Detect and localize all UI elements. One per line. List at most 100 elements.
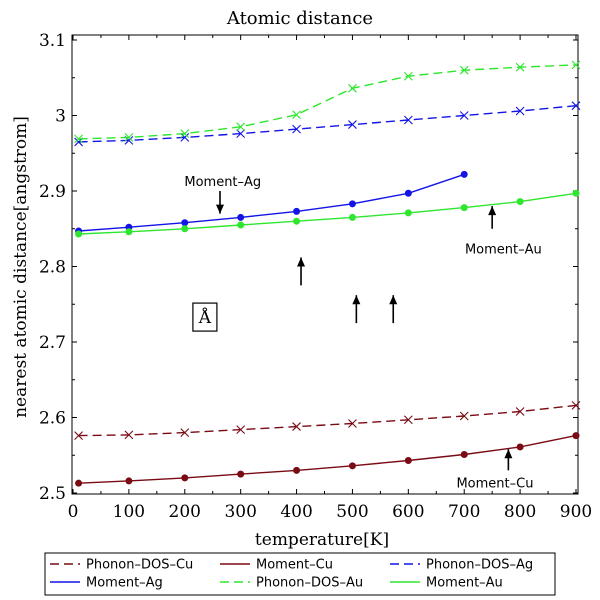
data-point [515, 407, 525, 416]
y-tick-label: 2.8 [39, 258, 66, 278]
legend-label: Phonon–DOS–Ag [426, 558, 533, 573]
y-tick-label: 2.7 [39, 333, 66, 353]
data-point [125, 228, 133, 236]
legend-label: Moment–Cu [256, 558, 333, 573]
arrow-head [215, 204, 224, 214]
data-point [293, 466, 301, 474]
data-point [459, 111, 469, 120]
data-point [181, 219, 189, 227]
x-tick-label: 500 [336, 502, 368, 522]
data-point [459, 65, 469, 75]
series-line [78, 192, 577, 235]
y-tick-label: 2.5 [39, 484, 66, 504]
data-point [124, 430, 134, 440]
data-point [460, 170, 468, 178]
chart-title: Atomic distance [226, 8, 373, 29]
data-point [403, 71, 413, 81]
x-axis-label: temperature[K] [255, 530, 389, 550]
series-layer [74, 60, 581, 487]
series-line [78, 105, 577, 143]
legend-label: Phonon–DOS–Cu [86, 558, 193, 573]
y-tick-label: 3.1 [39, 31, 66, 51]
annotations: Moment–Ag Moment–Au Moment–Cu Å [184, 175, 541, 491]
data-point [236, 129, 246, 139]
data-point [237, 221, 245, 229]
data-point [460, 204, 468, 212]
x-tick-label: 0 [68, 502, 79, 522]
data-point [404, 209, 412, 217]
data-point [237, 213, 245, 221]
data-point [292, 110, 301, 120]
data-point [75, 230, 83, 238]
data-point [348, 419, 357, 428]
data-point [515, 106, 525, 116]
legend-label: Moment–Au [426, 576, 503, 591]
annotation-label: Å [198, 307, 212, 328]
data-point [516, 443, 524, 451]
data-point [348, 200, 356, 208]
y-tick-label: 3 [55, 107, 66, 127]
data-point [571, 60, 581, 70]
annotation-label: Moment–Ag [184, 175, 261, 190]
arrow-head [504, 449, 513, 459]
series-line [78, 173, 465, 232]
data-point [572, 432, 580, 440]
arrow-head [389, 295, 398, 305]
data-point [293, 207, 301, 215]
legend-label: Moment–Ag [86, 576, 163, 591]
data-point [75, 479, 83, 487]
data-point [292, 124, 301, 134]
axes: 0 100 200 300 400 500 600 700 800 900 2.5 2.6 2.7 2.8… [39, 31, 592, 522]
data-point [460, 450, 468, 458]
data-point [348, 120, 357, 129]
series-line [78, 404, 577, 437]
data-point [237, 470, 245, 478]
data-point [348, 83, 357, 93]
arrow-head [352, 295, 361, 305]
arrow-head [297, 257, 306, 267]
data-point [404, 189, 412, 197]
x-tick-label: 400 [280, 502, 312, 522]
data-point [572, 189, 580, 197]
data-point [403, 115, 413, 125]
x-tick-label: 600 [392, 502, 424, 522]
data-point [348, 462, 356, 470]
data-point [125, 477, 133, 485]
legend: Phonon–DOS–Cu Moment–Cu Phonon–DOS–Ag Momen… [44, 552, 556, 596]
data-point [74, 431, 83, 441]
data-point [459, 411, 469, 421]
data-point [180, 428, 190, 437]
data-point [74, 134, 83, 144]
annotation-label: Moment–Au [465, 242, 542, 257]
x-tick-label: 200 [169, 502, 201, 522]
data-point [180, 133, 190, 142]
data-point [180, 129, 190, 139]
data-point [236, 122, 246, 132]
annotation-label: Moment–Cu [456, 476, 533, 491]
annotation-box [192, 302, 218, 332]
data-point [236, 425, 246, 434]
data-point [292, 422, 301, 431]
data-point [181, 474, 189, 482]
data-point [403, 415, 413, 425]
y-tick-label: 2.9 [39, 182, 66, 202]
x-tick-label: 800 [504, 502, 536, 522]
data-point [348, 213, 356, 221]
series-line [78, 434, 577, 484]
arrow-head [488, 206, 497, 216]
x-tick-label: 700 [448, 502, 480, 522]
series-line [78, 64, 577, 140]
x-tick-label: 900 [560, 502, 592, 522]
data-point [571, 101, 581, 111]
x-tick-label: 100 [113, 502, 145, 522]
data-point [181, 225, 189, 233]
legend-box [44, 552, 556, 596]
legend-label: Phonon–DOS–Au [256, 576, 363, 591]
data-point [516, 198, 524, 206]
data-point [293, 217, 301, 225]
data-point [124, 133, 134, 142]
y-axis-label: nearest atomic distance[angstrom] [11, 116, 31, 418]
data-point [515, 62, 525, 72]
y-tick-label: 2.6 [39, 409, 66, 429]
